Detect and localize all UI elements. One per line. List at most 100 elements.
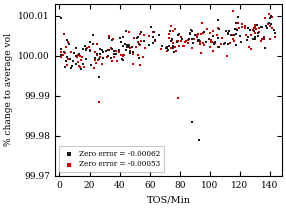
Zero error = -0.00062 bbox=[252, 29, 257, 32]
Zero error = -0.00062 bbox=[202, 30, 206, 33]
Zero error = -0.00062 bbox=[255, 31, 260, 35]
Zero error = -0.00062 bbox=[114, 52, 118, 56]
Zero error = -0.00062 bbox=[164, 46, 168, 50]
Zero error = -0.00053 bbox=[92, 51, 97, 54]
Zero error = -0.00053 bbox=[96, 100, 101, 103]
Zero error = -0.00053 bbox=[169, 46, 173, 50]
Zero error = -0.00053 bbox=[91, 66, 96, 70]
Zero error = -0.00062 bbox=[217, 45, 221, 48]
Zero error = -0.00053 bbox=[159, 47, 163, 51]
Zero error = -0.00062 bbox=[112, 52, 117, 56]
Zero error = -0.00062 bbox=[71, 60, 76, 63]
Zero error = -0.00053 bbox=[121, 54, 126, 58]
Zero error = -0.00062 bbox=[157, 33, 161, 36]
Zero error = -0.00062 bbox=[139, 30, 144, 34]
Zero error = -0.00062 bbox=[88, 50, 92, 53]
Zero error = -0.00062 bbox=[233, 28, 237, 31]
Zero error = -0.00053 bbox=[126, 31, 131, 34]
Zero error = -0.00053 bbox=[231, 33, 235, 36]
Zero error = -0.00062 bbox=[68, 67, 73, 70]
Zero error = -0.00053 bbox=[127, 43, 132, 46]
Zero error = -0.00053 bbox=[200, 41, 205, 45]
Zero error = -0.00053 bbox=[121, 53, 126, 57]
Zero error = -0.00062 bbox=[148, 26, 153, 29]
Zero error = -0.00062 bbox=[263, 47, 267, 50]
Zero error = -0.00062 bbox=[188, 33, 192, 36]
Zero error = -0.00062 bbox=[94, 53, 99, 56]
Zero error = -0.00062 bbox=[206, 37, 211, 41]
Zero error = -0.00062 bbox=[62, 50, 66, 53]
Zero error = -0.00062 bbox=[119, 57, 124, 61]
Zero error = -0.00053 bbox=[153, 40, 158, 43]
Zero error = -0.00053 bbox=[252, 26, 256, 30]
Zero error = -0.00053 bbox=[209, 40, 214, 43]
Zero error = -0.00062 bbox=[88, 40, 92, 43]
Zero error = -0.00053 bbox=[76, 61, 80, 64]
Zero error = -0.00053 bbox=[182, 44, 186, 47]
Zero error = -0.00053 bbox=[216, 46, 220, 49]
Zero error = -0.00062 bbox=[89, 63, 93, 67]
Zero error = -0.00062 bbox=[211, 42, 216, 46]
Zero error = -0.00062 bbox=[116, 49, 121, 52]
Zero error = -0.00062 bbox=[233, 21, 238, 24]
Zero error = -0.00062 bbox=[170, 47, 175, 50]
Zero error = -0.00062 bbox=[229, 34, 233, 37]
Zero error = -0.00062 bbox=[253, 37, 257, 40]
Zero error = -0.00062 bbox=[268, 16, 272, 20]
Zero error = -0.00062 bbox=[121, 35, 126, 38]
Zero error = -0.00053 bbox=[110, 37, 115, 40]
Zero error = -0.00062 bbox=[83, 58, 88, 61]
Zero error = -0.00053 bbox=[173, 27, 177, 31]
Zero error = -0.00062 bbox=[76, 52, 81, 55]
Zero error = -0.00053 bbox=[107, 34, 111, 38]
Zero error = -0.00053 bbox=[104, 55, 109, 58]
Zero error = -0.00053 bbox=[243, 33, 248, 37]
Zero error = -0.00053 bbox=[195, 38, 200, 41]
Zero error = -0.00062 bbox=[59, 47, 63, 50]
Zero error = -0.00053 bbox=[136, 41, 140, 44]
Zero error = -0.00062 bbox=[269, 22, 273, 26]
Zero error = -0.00053 bbox=[178, 39, 183, 42]
Zero error = -0.00062 bbox=[151, 30, 156, 33]
Zero error = -0.00062 bbox=[73, 62, 78, 65]
Zero error = -0.00053 bbox=[231, 37, 235, 41]
Zero error = -0.00062 bbox=[70, 65, 74, 68]
Zero error = -0.00053 bbox=[196, 39, 201, 42]
Zero error = -0.00062 bbox=[100, 50, 105, 53]
Zero error = -0.00062 bbox=[125, 43, 130, 47]
Zero error = -0.00062 bbox=[267, 21, 272, 25]
Zero error = -0.00062 bbox=[142, 40, 146, 43]
Zero error = -0.00062 bbox=[124, 48, 128, 52]
Zero error = -0.00062 bbox=[260, 26, 265, 29]
Zero error = -0.00053 bbox=[131, 62, 136, 65]
Zero error = -0.00053 bbox=[225, 54, 230, 57]
Zero error = -0.00053 bbox=[209, 41, 214, 44]
Zero error = -0.00053 bbox=[193, 33, 198, 37]
Zero error = -0.00062 bbox=[210, 35, 215, 38]
Zero error = -0.00062 bbox=[191, 42, 195, 45]
Zero error = -0.00053 bbox=[261, 35, 266, 38]
Zero error = -0.00062 bbox=[216, 36, 221, 40]
Zero error = -0.00062 bbox=[273, 31, 277, 34]
Zero error = -0.00062 bbox=[107, 48, 112, 52]
Zero error = -0.00053 bbox=[177, 44, 181, 48]
Zero error = -0.00053 bbox=[82, 65, 86, 69]
Zero error = -0.00062 bbox=[204, 40, 208, 43]
Zero error = -0.00062 bbox=[128, 51, 133, 54]
Zero error = -0.00062 bbox=[212, 41, 216, 45]
Zero error = -0.00053 bbox=[219, 42, 223, 45]
Zero error = -0.00062 bbox=[168, 39, 173, 43]
Zero error = -0.00053 bbox=[176, 40, 180, 43]
Zero error = -0.00062 bbox=[213, 40, 217, 43]
Zero error = -0.00053 bbox=[198, 39, 202, 43]
Zero error = -0.00053 bbox=[166, 37, 171, 40]
Zero error = -0.00053 bbox=[63, 51, 67, 54]
Zero error = -0.00062 bbox=[171, 44, 176, 48]
Zero error = -0.00053 bbox=[243, 25, 247, 28]
Zero error = -0.00053 bbox=[239, 22, 244, 26]
Zero error = -0.00053 bbox=[65, 58, 70, 61]
Zero error = -0.00062 bbox=[272, 28, 277, 32]
Zero error = -0.00053 bbox=[98, 55, 102, 59]
Zero error = -0.00062 bbox=[186, 37, 191, 41]
Zero error = -0.00053 bbox=[59, 50, 64, 53]
